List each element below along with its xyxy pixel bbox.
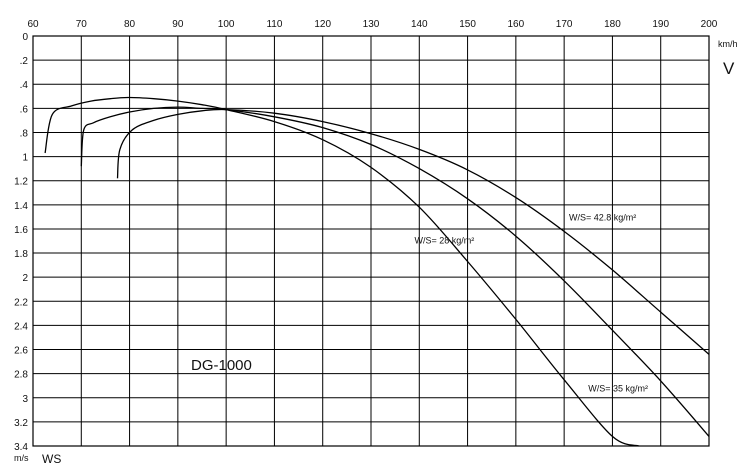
y-tick-label-2: .4 <box>20 80 29 91</box>
x-tick-label-5: 110 <box>266 19 282 30</box>
x-tick-label-8: 140 <box>411 19 428 30</box>
y-tick-label-8: 1.6 <box>14 225 28 236</box>
x-axis-ticks: 60 70 80 90 100 110 120 130 140 150 160 170 180 190 20… <box>27 19 717 30</box>
x-tick-label-2: 80 <box>124 19 136 30</box>
x-tick-label-3: 90 <box>172 19 184 30</box>
y-tick-label-9: 1.8 <box>14 249 28 260</box>
curve-label-1: W/S= 28 kg/m² <box>414 235 474 245</box>
y-axis-ticks: 0 .2 .4 .6 .8 1 1.2 1.4 1.6 1.8 2 2.2 2.4 2.6 2.8 3 3.2 3… <box>14 32 28 453</box>
y-tick-label-5: 1 <box>22 153 28 164</box>
y-tick-label-16: 3.2 <box>14 418 28 429</box>
x-axis-label: V <box>723 59 735 78</box>
y-tick-label-12: 2.4 <box>14 321 28 332</box>
y-tick-label-13: 2.6 <box>14 346 28 357</box>
x-tick-label-12: 180 <box>604 19 621 30</box>
y-tick-label-14: 2.8 <box>14 370 28 381</box>
x-tick-label-11: 170 <box>556 19 573 30</box>
polar-curve-3 <box>116 108 710 355</box>
y-tick-label-10: 2 <box>22 273 28 284</box>
y-tick-label-0: 0 <box>22 32 28 43</box>
y-tick-label-11: 2.2 <box>14 297 28 308</box>
x-tick-label-14: 200 <box>701 19 718 30</box>
annotations: W/S= 28 kg/m² W/S= 42.8 kg/m² W/S= 35 kg/m… <box>414 213 648 394</box>
x-tick-label-10: 160 <box>508 19 525 30</box>
y-tick-label-7: 1.4 <box>14 201 28 212</box>
grid <box>32 35 710 447</box>
x-axis-unit: km/h <box>718 39 738 49</box>
x-tick-label-4: 100 <box>218 19 235 30</box>
y-tick-label-17: 3.4 <box>14 442 28 453</box>
plot-frame <box>32 35 710 447</box>
y-tick-label-15: 3 <box>22 394 28 405</box>
curves <box>44 96 710 447</box>
x-tick-label-13: 190 <box>652 19 669 30</box>
y-axis-label: WS <box>42 452 61 465</box>
chart-title: DG-1000 <box>191 357 252 374</box>
x-tick-label-6: 120 <box>314 19 331 30</box>
x-tick-label-1: 70 <box>76 19 88 30</box>
y-tick-label-1: .2 <box>20 56 29 67</box>
y-tick-label-4: .8 <box>20 128 29 139</box>
x-tick-label-0: 60 <box>27 19 39 30</box>
y-tick-label-3: .6 <box>20 104 29 115</box>
x-tick-label-9: 150 <box>459 19 476 30</box>
y-axis-unit: m/s <box>14 453 29 463</box>
x-tick-label-7: 130 <box>363 19 380 30</box>
curve-label-3: W/S= 35 kg/m² <box>588 384 648 394</box>
polar-curve-2 <box>80 106 710 437</box>
y-tick-label-6: 1.2 <box>14 177 28 188</box>
curve-label-2: W/S= 42.8 kg/m² <box>569 213 636 223</box>
plot-border <box>32 35 710 447</box>
